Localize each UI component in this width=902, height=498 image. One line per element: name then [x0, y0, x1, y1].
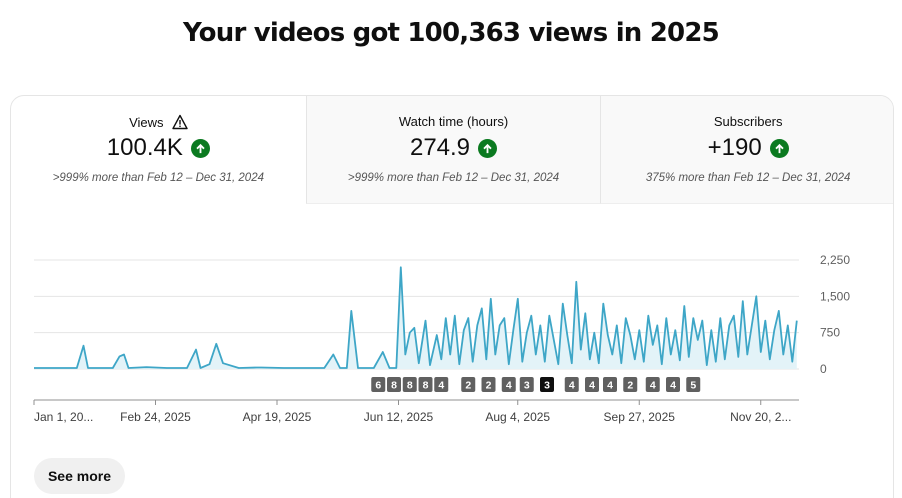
x-tick-label: Aug 4, 2025	[485, 410, 550, 424]
upload-marker-count: 2	[627, 380, 633, 392]
upload-marker[interactable]: 4	[645, 377, 660, 392]
upload-marker-count: 2	[465, 380, 471, 392]
series-area	[34, 267, 797, 369]
upload-marker-count: 4	[438, 380, 444, 392]
upload-marker-count: 4	[589, 380, 595, 392]
x-tick-label: Jan 1, 20...	[34, 410, 93, 424]
upload-marker[interactable]: 2	[461, 377, 476, 392]
upload-marker[interactable]: 4	[585, 377, 599, 392]
warning-triangle-icon[interactable]	[171, 114, 188, 130]
upload-marker[interactable]: 4	[434, 377, 449, 392]
y-tick-label: 750	[820, 326, 840, 340]
upload-marker-count: 6	[375, 380, 381, 392]
upload-marker[interactable]: 3	[519, 377, 534, 392]
upload-marker-box[interactable]	[540, 377, 554, 392]
upload-marker[interactable]: 8	[402, 377, 417, 392]
tab-watch-time-note: >999% more than Feb 12 – Dec 31, 2024	[347, 172, 560, 184]
upload-marker[interactable]: 4	[603, 377, 617, 392]
tab-watch-time[interactable]: Watch time (hours) 274.9 >999% more than…	[305, 96, 601, 204]
upload-marker-box[interactable]	[666, 377, 680, 392]
x-tick-label: Apr 19, 2025	[243, 410, 312, 424]
upload-marker-count: 4	[670, 380, 676, 392]
upload-marker-box[interactable]	[402, 377, 417, 392]
arrow-up-icon	[769, 138, 789, 158]
y-tick-label: 2,250	[820, 253, 850, 267]
upload-marker-box[interactable]	[461, 377, 476, 392]
upload-marker[interactable]: 4	[666, 377, 680, 392]
upload-marker-box[interactable]	[434, 377, 449, 392]
tab-subscribers-note: 375% more than Feb 12 – Dec 31, 2024	[645, 172, 851, 184]
y-tick-label: 0	[820, 362, 827, 376]
x-tick-label: Jun 12, 2025	[364, 410, 434, 424]
upload-marker-box[interactable]	[603, 377, 617, 392]
upload-marker-count: 4	[650, 380, 656, 392]
upload-marker-count: 2	[486, 380, 492, 392]
x-tick-label: Feb 24, 2025	[120, 410, 191, 424]
upload-marker[interactable]: 2	[623, 377, 638, 392]
series-line	[34, 266, 798, 369]
tab-subscribers[interactable]: Subscribers +190 375% more than Feb 12 –…	[600, 96, 893, 204]
tab-views-title: Views	[129, 114, 164, 130]
upload-marker-box[interactable]	[387, 377, 401, 392]
tab-views-note: >999% more than Feb 12 – Dec 31, 2024	[52, 172, 264, 184]
upload-marker-box[interactable]	[585, 377, 599, 392]
upload-marker[interactable]: 4	[564, 377, 579, 392]
upload-marker-count: 3	[544, 380, 550, 392]
tab-subscribers-title: Subscribers	[713, 114, 783, 129]
upload-marker-box[interactable]	[623, 377, 638, 392]
views-line-chart: 0 750 1,500 2,250 Jan 1, 20... Feb 24, 2025 Ap…	[33, 253, 850, 424]
upload-marker-count: 3	[524, 380, 530, 392]
upload-marker[interactable]: 5	[686, 377, 701, 392]
upload-marker-box[interactable]	[371, 377, 386, 392]
upload-marker[interactable]: 6	[371, 377, 386, 392]
x-tick-label: Sep 27, 2025	[604, 410, 676, 424]
y-tick-label: 1,500	[820, 289, 850, 303]
tab-views-value: 100.4K	[106, 134, 183, 161]
upload-marker-box[interactable]	[645, 377, 660, 392]
upload-marker[interactable]: 4	[501, 377, 516, 392]
tab-watch-time-title: Watch time (hours)	[398, 114, 509, 129]
upload-marker-box[interactable]	[564, 377, 579, 392]
upload-marker[interactable]: 8	[387, 377, 401, 392]
upload-marker-box[interactable]	[501, 377, 516, 392]
page-headline: Your videos got 100,363 views in 2025	[183, 18, 720, 48]
upload-marker-box[interactable]	[418, 377, 433, 392]
upload-marker-count: 4	[506, 380, 512, 392]
tab-watch-time-value: 274.9	[409, 134, 471, 161]
upload-marker[interactable]: 3	[540, 377, 554, 392]
upload-marker[interactable]: 8	[418, 377, 433, 392]
arrow-up-icon	[478, 138, 498, 158]
upload-marker-box[interactable]	[519, 377, 534, 392]
see-more-button[interactable]: See more	[34, 458, 125, 494]
metric-tabs: Views 100.4K >999% more than Feb 12 – De…	[11, 96, 893, 204]
upload-marker-count: 4	[607, 380, 613, 392]
upload-marker-count: 8	[423, 380, 429, 392]
upload-marker[interactable]: 2	[481, 377, 496, 392]
x-tick-label: Nov 20, 2...	[730, 410, 791, 424]
upload-marker-count: 8	[391, 380, 397, 392]
upload-marker-box[interactable]	[481, 377, 496, 392]
upload-marker-count: 4	[569, 380, 575, 392]
tab-subscribers-value: +190	[707, 134, 762, 161]
upload-marker-count: 5	[690, 380, 696, 392]
upload-marker-box[interactable]	[686, 377, 701, 392]
upload-marker-count: 8	[407, 380, 413, 392]
arrow-up-icon	[190, 138, 210, 158]
tab-views[interactable]: Views 100.4K >999% more than Feb 12 – De…	[11, 96, 306, 204]
